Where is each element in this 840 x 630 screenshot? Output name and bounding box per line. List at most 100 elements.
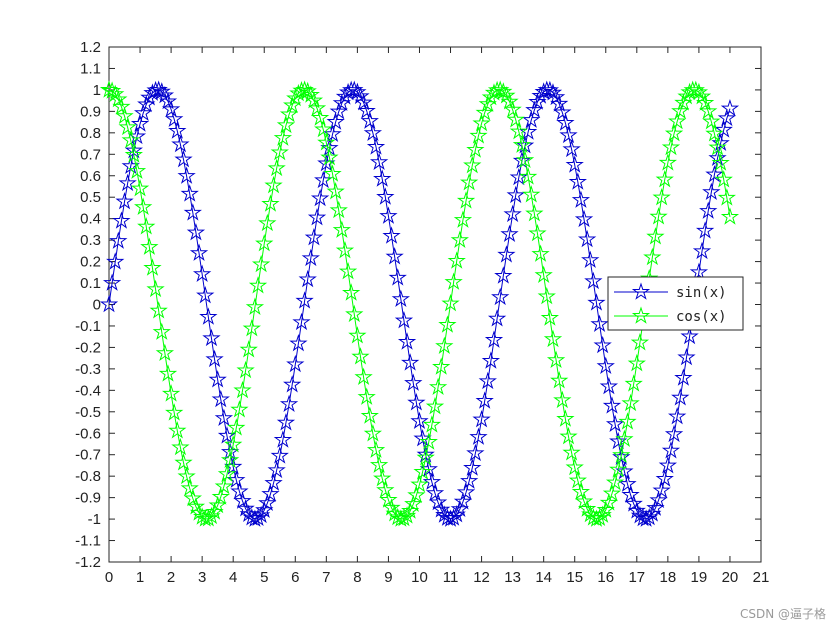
data-point — [149, 301, 168, 319]
data-point — [469, 427, 488, 445]
data-point — [345, 304, 364, 323]
data-point — [326, 112, 345, 130]
x-tick-label: 7 — [322, 569, 330, 586]
data-point — [99, 294, 119, 313]
data-point — [379, 490, 398, 508]
data-point — [500, 92, 519, 110]
data-point — [475, 103, 494, 121]
legend-swatch-marker — [631, 282, 651, 300]
x-tick-label: 2 — [167, 569, 175, 586]
data-point — [649, 490, 668, 509]
data-point — [397, 332, 417, 350]
data-point — [323, 164, 342, 182]
data-point — [550, 371, 569, 389]
data-point — [363, 123, 383, 141]
data-point — [664, 424, 684, 443]
x-tick-label: 12 — [473, 569, 490, 586]
data-point — [276, 413, 296, 431]
data-point — [661, 137, 681, 156]
data-point — [441, 293, 460, 312]
data-point — [335, 240, 355, 259]
data-point — [668, 406, 687, 425]
data-point — [317, 153, 336, 172]
data-point — [121, 130, 140, 149]
data-point — [463, 458, 482, 476]
data-point — [388, 268, 407, 286]
data-point — [435, 336, 454, 354]
data-point — [460, 471, 479, 489]
data-point — [233, 491, 252, 509]
data-point — [183, 203, 202, 221]
series-layer — [99, 80, 740, 527]
x-tick-label: 19 — [691, 569, 708, 586]
data-point — [161, 384, 181, 402]
y-tick-label: 0.2 — [80, 254, 101, 271]
x-tick-label: 11 — [443, 569, 459, 586]
data-point — [543, 329, 563, 348]
data-point — [652, 480, 671, 499]
data-point — [351, 86, 370, 105]
data-point — [534, 265, 553, 283]
data-point — [556, 409, 575, 427]
data-point — [494, 82, 513, 100]
data-point — [366, 440, 386, 458]
data-point — [168, 121, 187, 139]
data-point — [664, 124, 684, 142]
data-point — [627, 353, 646, 372]
data-point — [130, 178, 150, 197]
data-point — [298, 81, 317, 100]
data-point — [373, 468, 392, 487]
data-point — [695, 93, 715, 111]
data-point — [574, 491, 594, 510]
data-point — [332, 220, 352, 238]
data-point — [186, 497, 206, 515]
data-point — [180, 478, 199, 497]
data-point — [699, 201, 718, 219]
data-point — [304, 90, 324, 109]
data-point — [568, 172, 587, 190]
data-point — [618, 412, 637, 430]
data-point — [618, 474, 637, 492]
data-point — [518, 167, 538, 185]
data-point — [192, 264, 212, 283]
data-point — [118, 117, 137, 136]
data-point — [531, 244, 550, 262]
data-point — [208, 370, 227, 388]
data-point — [273, 430, 293, 448]
data-point — [115, 106, 134, 124]
data-point — [357, 101, 376, 119]
legend-box — [607, 276, 744, 331]
data-point — [717, 108, 737, 127]
data-point — [155, 343, 175, 362]
data-point — [171, 437, 190, 456]
data-point — [487, 309, 507, 327]
data-point — [503, 100, 522, 118]
data-point — [165, 109, 184, 128]
legend-label: cos(x) — [676, 309, 727, 325]
data-point — [624, 494, 643, 512]
x-tick-label: 5 — [260, 569, 268, 586]
data-point — [233, 380, 252, 399]
data-point — [515, 150, 535, 169]
data-point — [720, 207, 740, 225]
y-tick-label: 0.1 — [80, 275, 101, 292]
data-point — [373, 169, 392, 187]
data-point — [397, 506, 417, 524]
data-point — [369, 152, 389, 171]
series-cos — [99, 80, 740, 527]
data-point — [391, 289, 410, 307]
data-point — [456, 482, 476, 501]
data-point — [270, 142, 289, 161]
data-point — [214, 408, 234, 426]
data-point — [267, 158, 286, 177]
data-point — [410, 474, 429, 493]
data-point — [130, 114, 150, 132]
data-point — [248, 276, 268, 294]
x-tick-label: 4 — [229, 569, 237, 586]
data-point — [658, 456, 678, 474]
y-tick-label: -0.3 — [75, 361, 101, 378]
data-point — [425, 396, 445, 415]
data-point — [528, 92, 547, 110]
legend: sin(x) cos(x) — [607, 276, 744, 331]
